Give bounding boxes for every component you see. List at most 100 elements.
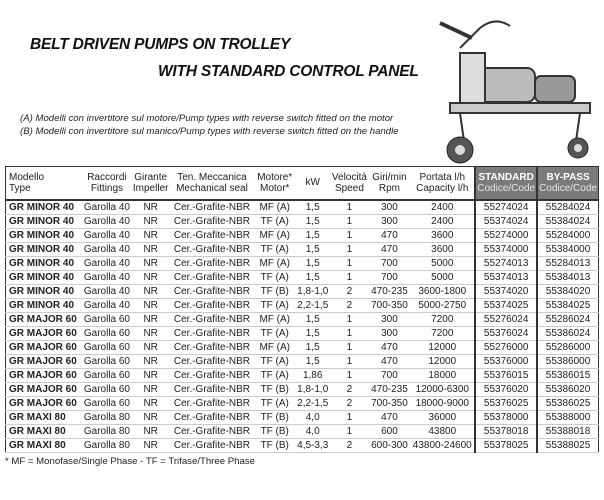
table-cell: GR MINOR 40 xyxy=(5,298,83,313)
table-row: GR MAJOR 60 Garolla 60 NR Cer.-Grafite-NBR T… xyxy=(5,382,599,397)
table-row: GR MINOR 40 Garolla 40 NR Cer.-Grafite-NBR M… xyxy=(5,228,599,243)
table-cell: 55284000 xyxy=(536,228,599,243)
table-cell: 1 xyxy=(330,214,369,229)
table-cell: 55276024 xyxy=(474,312,538,327)
table-cell: Cer.-Grafite-NBR xyxy=(169,382,255,397)
table-cell: 55274013 xyxy=(474,256,538,271)
table-cell: 55384000 xyxy=(536,242,599,257)
table-cell: TF (B) xyxy=(254,438,296,453)
table-row: GR MINOR 40 Garolla 40 NR Cer.-Grafite-NBR T… xyxy=(5,284,599,299)
table-cell: 55384025 xyxy=(536,298,599,313)
table-cell: Cer.-Grafite-NBR xyxy=(169,438,255,453)
header-line-1: kW xyxy=(305,177,320,189)
table-cell: 1,5 xyxy=(295,256,331,271)
table-cell: Cer.-Grafite-NBR xyxy=(169,214,255,229)
table-cell: 1 xyxy=(330,200,369,215)
table-row: GR MAJOR 60 Garolla 60 NR Cer.-Grafite-NBR T… xyxy=(5,326,599,341)
table-cell: GR MAJOR 60 xyxy=(5,354,83,369)
table-cell: 1 xyxy=(330,424,369,439)
table-cell: GR MINOR 40 xyxy=(5,284,83,299)
table-cell: GR MINOR 40 xyxy=(5,200,83,215)
table-cell: Garolla 40 xyxy=(82,284,132,299)
table-cell: TF (A) xyxy=(254,242,296,257)
table-cell: 2,2-1,5 xyxy=(295,298,331,313)
table-cell: 55376000 xyxy=(474,354,538,369)
table-cell: 300 xyxy=(368,326,411,341)
table-row: GR MINOR 40 Garolla 40 NR Cer.-Grafite-NBR M… xyxy=(5,200,599,215)
table-cell: 5000 xyxy=(410,270,476,285)
table-cell: NR xyxy=(131,354,170,369)
table-cell: 1 xyxy=(330,270,369,285)
table-cell: NR xyxy=(131,228,170,243)
table-cell: 3600-1800 xyxy=(410,284,476,299)
column-header: Ten. Meccanica Mechanical seal xyxy=(169,166,255,201)
table-cell: 700 xyxy=(368,256,411,271)
table-cell: MF (A) xyxy=(254,200,296,215)
table-cell: Garolla 60 xyxy=(82,354,132,369)
table-cell: NR xyxy=(131,410,170,425)
table-cell: 470-235 xyxy=(368,284,411,299)
header-line-1: Raccordi xyxy=(87,171,127,183)
table-cell: NR xyxy=(131,424,170,439)
table-row: GR MINOR 40 Garolla 40 NR Cer.-Grafite-NBR T… xyxy=(5,270,599,285)
table-cell: 300 xyxy=(368,200,411,215)
table-cell: MF (A) xyxy=(254,256,296,271)
table-cell: 7200 xyxy=(410,312,476,327)
table-cell: 1,5 xyxy=(295,354,331,369)
table-cell: 55274024 xyxy=(474,200,538,215)
table-cell: 4,0 xyxy=(295,410,331,425)
table-cell: 1,8-1,0 xyxy=(295,284,331,299)
header-line-2: Fittings xyxy=(90,183,124,194)
table-cell: 5000-2750 xyxy=(410,298,476,313)
table-cell: TF (A) xyxy=(254,214,296,229)
table-cell: Garolla 80 xyxy=(82,438,132,453)
table-cell: 2,2-1,5 xyxy=(295,396,331,411)
table-cell: TF (A) xyxy=(254,354,296,369)
table-cell: 1,5 xyxy=(295,200,331,215)
header-line-1: STANDARD xyxy=(478,171,534,183)
table-cell: GR MAJOR 60 xyxy=(5,326,83,341)
column-header: STANDARD Codice/Code xyxy=(474,166,538,201)
column-header: BY-PASS Codice/Code xyxy=(536,166,599,201)
table-cell: NR xyxy=(131,368,170,383)
header-line-1: Giri/min xyxy=(372,171,407,183)
table-cell: 3600 xyxy=(410,228,476,243)
table-cell: 2 xyxy=(330,284,369,299)
table-cell: 1 xyxy=(330,256,369,271)
table-cell: NR xyxy=(131,256,170,271)
table-cell: 2 xyxy=(330,382,369,397)
table-cell: Garolla 80 xyxy=(82,424,132,439)
table-cell: 1,8-1,0 xyxy=(295,382,331,397)
table-cell: GR MINOR 40 xyxy=(5,228,83,243)
table-cell: 55284013 xyxy=(536,256,599,271)
table-row: GR MAXI 80 Garolla 80 NR Cer.-Grafite-NBR TF… xyxy=(5,410,599,425)
table-cell: MF (A) xyxy=(254,312,296,327)
header-line-1: BY-PASS xyxy=(546,171,590,183)
table-cell: Cer.-Grafite-NBR xyxy=(169,284,255,299)
table-cell: NR xyxy=(131,382,170,397)
header-line-1: Portata l/h xyxy=(419,171,466,183)
table-cell: Cer.-Grafite-NBR xyxy=(169,256,255,271)
pump-table: Modello Type Raccordi Fittings Girante Impell… xyxy=(5,166,599,453)
table-cell: MF (A) xyxy=(254,228,296,243)
table-cell: 55386024 xyxy=(536,326,599,341)
table-cell: 1 xyxy=(330,410,369,425)
table-cell: 55374020 xyxy=(474,284,538,299)
table-row: GR MAJOR 60 Garolla 60 NR Cer.-Grafite-NBR T… xyxy=(5,354,599,369)
table-cell: NR xyxy=(131,298,170,313)
table-cell: 55374013 xyxy=(474,270,538,285)
table-cell: GR MAJOR 60 xyxy=(5,340,83,355)
table-cell: 4,5-3,3 xyxy=(295,438,331,453)
table-cell: 600-300 xyxy=(368,438,411,453)
table-cell: 700-350 xyxy=(368,396,411,411)
table-cell: Garolla 60 xyxy=(82,382,132,397)
table-cell: NR xyxy=(131,214,170,229)
table-cell: 1,5 xyxy=(295,214,331,229)
table-cell: Garolla 60 xyxy=(82,340,132,355)
table-cell: Cer.-Grafite-NBR xyxy=(169,200,255,215)
column-header: Girante Impeller xyxy=(131,166,170,201)
table-cell: Garolla 40 xyxy=(82,270,132,285)
header-line-2: Speed xyxy=(334,183,364,194)
table-cell: 55276000 xyxy=(474,340,538,355)
table-cell: 470 xyxy=(368,340,411,355)
